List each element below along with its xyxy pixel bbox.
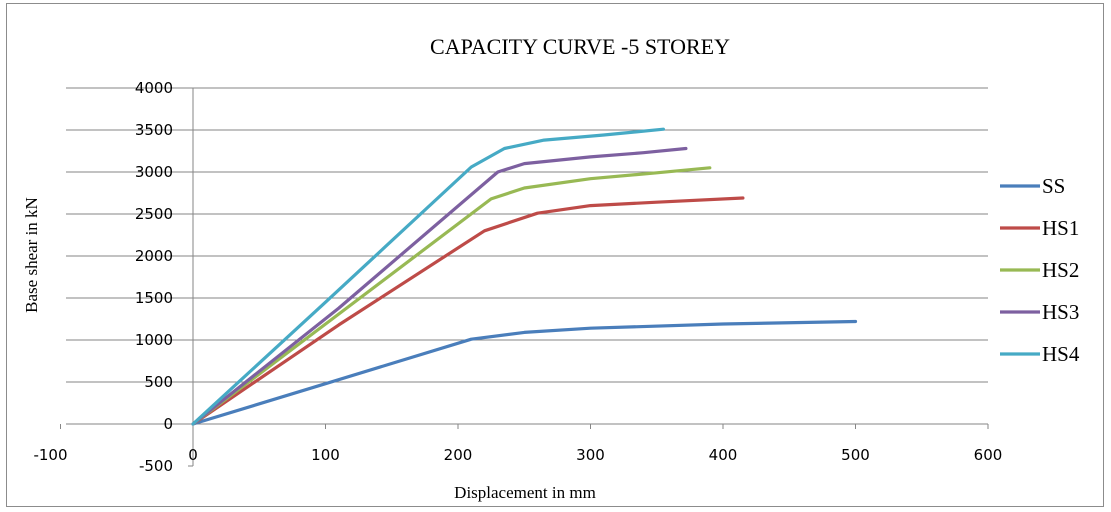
- legend-label-hs2: HS2: [1042, 258, 1079, 282]
- legend-label-ss: SS: [1042, 174, 1065, 198]
- y-tick-label-1000: 1000: [135, 331, 173, 349]
- legend-label-hs3: HS3: [1042, 300, 1079, 324]
- y-tick-label-2000: 2000: [135, 247, 173, 265]
- x-axis-label: Displacement in mm: [454, 483, 596, 502]
- legend: SS HS1 HS2 HS3 HS4: [1000, 174, 1080, 366]
- x-tick-label-200: 200: [444, 446, 473, 464]
- y-tick-label-3000: 3000: [135, 163, 173, 181]
- series-line-ss: [191, 319, 858, 426]
- y-tick-label-1500: 1500: [135, 289, 173, 307]
- y-tick-label-500: 500: [144, 373, 173, 391]
- grid-layer: [66, 87, 988, 383]
- series-line-hs1: [191, 196, 745, 426]
- legend-label-hs1: HS1: [1042, 216, 1079, 240]
- y-tick-label-2500: 2500: [135, 205, 173, 223]
- y-tick-label-0: 0: [163, 415, 173, 433]
- x-tick-label-500: 500: [841, 446, 870, 464]
- y-tick-label-3500: 3500: [135, 121, 173, 139]
- chart-frame: [6, 3, 1104, 507]
- series-line-hs2: [191, 166, 712, 426]
- series-line-hs3: [191, 146, 688, 426]
- y-tick-label-4000: 4000: [135, 79, 173, 97]
- x-tick-label-600: 600: [974, 446, 1003, 464]
- axes-layer: [60, 87, 989, 467]
- series-layer: [191, 127, 858, 426]
- x-tick-label-100: 100: [311, 446, 340, 464]
- x-tick-label--100: -100: [33, 446, 67, 464]
- y-axis-label: Base shear in kN: [22, 197, 41, 313]
- legend-label-hs4: HS4: [1042, 342, 1080, 366]
- x-tick-label-0: 0: [188, 446, 198, 464]
- x-tick-label-400: 400: [709, 446, 738, 464]
- chart-title: CAPACITY CURVE -5 STOREY: [430, 34, 730, 59]
- y-tick-label--500: -500: [139, 457, 173, 475]
- series-line-hs4: [191, 127, 665, 426]
- x-tick-label-300: 300: [576, 446, 605, 464]
- ticks-layer: -50005001000150020002500300035004000-100…: [33, 79, 1002, 475]
